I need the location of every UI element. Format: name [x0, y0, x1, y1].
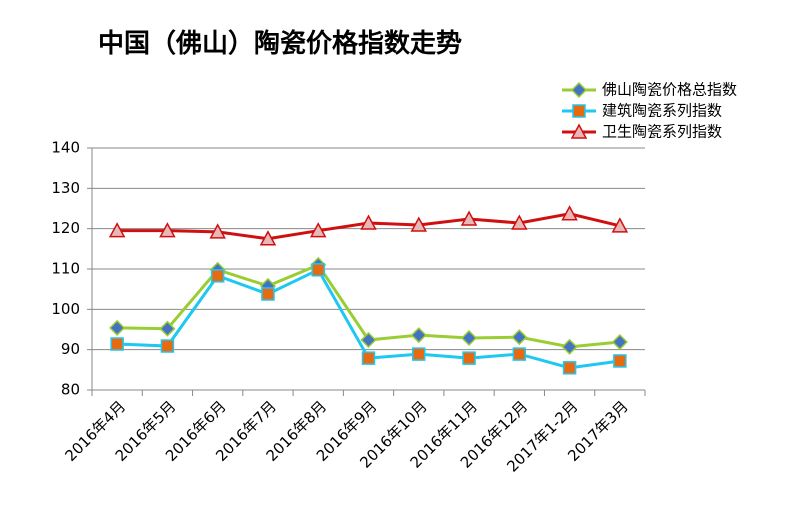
legend-label: 佛山陶瓷价格总指数	[602, 81, 737, 99]
marker	[159, 320, 176, 337]
marker	[311, 263, 325, 277]
marker	[261, 287, 275, 301]
marker	[259, 230, 277, 246]
marker	[511, 329, 528, 346]
legend-label: 卫生陶瓷系列指数	[602, 123, 722, 141]
marker	[410, 327, 427, 344]
legend-label: 建筑陶瓷系列指数	[602, 102, 722, 120]
y-tick-label: 120	[51, 219, 80, 237]
marker	[210, 269, 225, 283]
marker	[562, 361, 577, 375]
marker	[462, 351, 476, 365]
marker	[572, 104, 586, 118]
marker	[110, 337, 124, 351]
marker	[613, 354, 627, 368]
chart-title: 中国（佛山）陶瓷价格指数走势	[98, 28, 462, 59]
y-tick-label: 80	[61, 381, 80, 399]
marker	[159, 222, 176, 238]
marker	[360, 331, 377, 349]
marker	[309, 222, 327, 238]
marker	[611, 333, 628, 351]
marker	[361, 351, 376, 365]
y-tick-label: 140	[51, 139, 80, 157]
marker	[511, 214, 528, 230]
marker	[360, 214, 377, 230]
marker	[561, 205, 578, 221]
marker	[108, 222, 126, 238]
marker	[410, 216, 428, 232]
marker	[570, 81, 588, 99]
y-tick-label: 130	[51, 179, 80, 197]
marker	[209, 223, 226, 239]
marker	[460, 329, 478, 347]
y-tick-label: 90	[61, 340, 80, 358]
marker	[412, 347, 426, 361]
marker	[160, 339, 175, 353]
y-tick-label: 110	[51, 260, 80, 278]
marker	[561, 338, 578, 355]
y-tick-label: 100	[51, 300, 80, 318]
marker	[512, 347, 527, 361]
marker	[611, 217, 629, 233]
marker	[109, 319, 126, 336]
marker	[460, 210, 478, 226]
marker	[570, 123, 588, 139]
